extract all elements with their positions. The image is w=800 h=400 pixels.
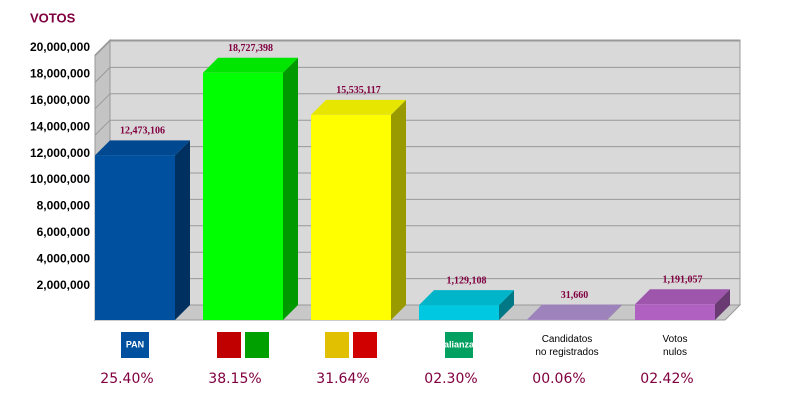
grid-line [94,67,111,83]
y-tick-label: 6,000,000 [37,225,91,239]
y-tick-label: 10,000,000 [30,172,90,186]
y-tick-label: 12,000,000 [30,146,90,160]
bar-side [607,304,622,320]
logo [121,332,149,358]
share-label: 31.64% [316,371,369,387]
y-tick-label: 4,000,000 [37,251,91,265]
y-tick-label: 18,000,000 [30,67,90,81]
bar [311,114,391,320]
logo [245,332,269,358]
logo [217,332,241,358]
logo [445,332,473,358]
x-tick-label: Votos nulos [662,334,687,358]
logo [353,332,377,358]
grid-line [94,93,111,110]
y-tick-label: 20,000,000 [30,40,90,54]
bar-top [95,140,190,156]
y-tick-label: 16,000,000 [30,93,90,107]
bar [203,72,283,321]
y-tick-label: 8,000,000 [37,199,91,213]
bar-top [419,290,514,306]
value-label: 12,473,106 [120,126,165,137]
bar [635,304,715,320]
bar-top [527,304,622,320]
bar-side [391,99,406,320]
x-tick-label: PAN [126,339,144,349]
value-label: 1,129,108 [447,275,487,286]
share-label: 02.42% [640,371,693,387]
bar-side [499,290,514,320]
bar [419,305,499,320]
chart-title: VOTOS [30,10,76,25]
bar-top [203,57,298,73]
value-label: 18,727,398 [228,43,273,54]
y-tick-label: 2,000,000 [37,278,91,292]
x-tick-label: Candidatos no registrados [535,334,598,358]
value-label: 15,535,117 [336,85,380,96]
share-label: 02.30% [424,371,477,387]
y-tick-label: 14,000,000 [30,119,90,133]
bar-top [311,99,406,115]
bar [95,155,175,320]
bar-side [715,289,730,320]
bar-side [175,140,190,320]
logo [325,332,349,358]
share-label: 00.06% [532,371,585,387]
value-label: 1,191,057 [663,275,703,286]
grid-line [94,119,111,136]
bar-top [635,289,730,305]
x-tick-label: alianza [444,339,475,349]
share-label: 25.40% [100,371,153,387]
bar-side [283,57,298,321]
share-label: 38.15% [208,371,261,387]
grid-line [94,40,111,57]
value-label: 31,660 [561,290,589,301]
